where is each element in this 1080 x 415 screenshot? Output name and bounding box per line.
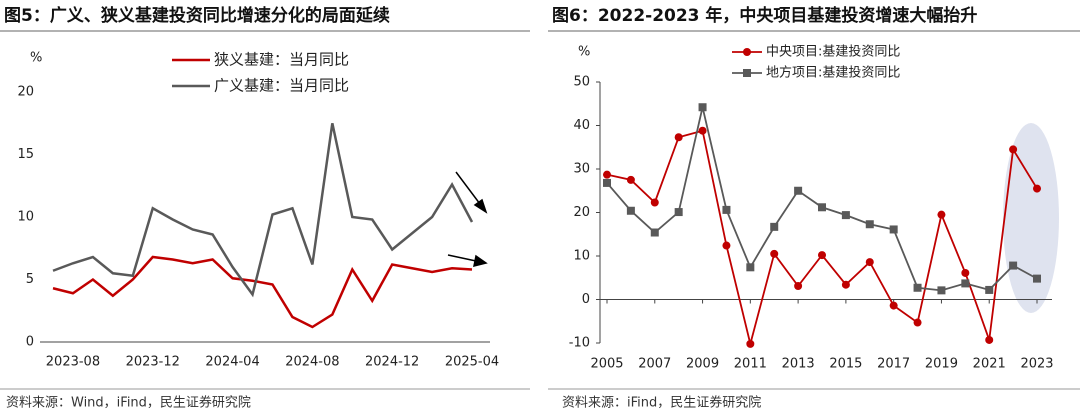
point — [937, 210, 946, 219]
x-tick-label: 2017 — [877, 357, 910, 372]
point — [985, 335, 994, 344]
source: 资料来源：Wind，iFind，民生证券研究院 — [6, 395, 251, 411]
point — [1009, 145, 1018, 154]
point — [746, 263, 755, 272]
point — [770, 222, 779, 231]
point — [1033, 274, 1041, 283]
point — [746, 339, 755, 348]
point — [722, 241, 731, 250]
y-tick-label: 40 — [573, 118, 590, 133]
x-tick-label: 2024-08 — [285, 355, 339, 370]
series-line — [606, 107, 1038, 292]
y-unit: % — [30, 51, 42, 66]
legend-label: 广义基建：当月同比 — [214, 77, 349, 95]
point — [698, 103, 707, 112]
x-tick-label: 2021 — [973, 357, 1006, 372]
point — [841, 280, 850, 289]
x-tick-label: 2025-04 — [445, 355, 499, 370]
y-unit: % — [578, 45, 590, 60]
x-tick-label: 2019 — [925, 357, 958, 372]
point — [794, 282, 803, 291]
x-tick-label: 2015 — [829, 357, 862, 372]
point — [1009, 261, 1018, 270]
point — [674, 133, 683, 142]
point — [913, 318, 922, 327]
point — [650, 228, 659, 237]
series-line — [52, 122, 474, 298]
x-tick-label: 2024-12 — [365, 355, 419, 370]
x-tick-label: 2023-12 — [126, 355, 180, 370]
x-tick-label: 2009 — [686, 357, 719, 372]
point — [722, 205, 731, 214]
trend-arrows — [447, 171, 488, 268]
point — [937, 286, 946, 295]
x-tick-label: 2007 — [638, 357, 671, 372]
point — [1033, 184, 1041, 193]
x-tick-label: 2011 — [734, 357, 767, 372]
point — [794, 186, 803, 195]
legend-label: 中央项目:基建投资同比 — [766, 44, 900, 60]
y-tick-label: 20 — [573, 205, 590, 220]
point — [603, 170, 611, 179]
x-tick-label: 2005 — [590, 357, 623, 372]
point — [865, 258, 874, 267]
series-line — [606, 129, 1038, 345]
y-tick-label: 20 — [17, 85, 34, 100]
series-line — [52, 255, 473, 329]
point — [770, 249, 779, 258]
point — [626, 175, 635, 184]
point — [913, 283, 922, 292]
point — [889, 225, 898, 234]
x-tick-label: 2023-08 — [46, 355, 100, 370]
y-tick-label: 0 — [26, 335, 34, 350]
y-tick-label: 30 — [573, 162, 590, 177]
point — [698, 126, 707, 135]
point — [603, 178, 611, 187]
y-tick-label: 0 — [582, 292, 590, 307]
point — [889, 301, 898, 310]
legend-label: 狭义基建：当月同比 — [214, 51, 349, 69]
chart-title: 图6：2022-2023 年，中央项目基建投资增速大幅抬升 — [552, 5, 977, 26]
legend-marker — [743, 48, 751, 56]
legend-label: 地方项目:基建投资同比 — [766, 65, 900, 81]
point — [818, 251, 826, 260]
x-tick-label: 2013 — [782, 357, 815, 372]
y-tick-label: 10 — [17, 210, 34, 225]
legend-marker — [743, 69, 751, 77]
x-tick-label: 2023 — [1020, 357, 1053, 372]
y-tick-label: 50 — [573, 75, 590, 90]
point — [961, 268, 970, 277]
chart-title: 图5：广义、狭义基建投资同比增速分化的局面延续 — [4, 5, 390, 26]
point — [626, 206, 635, 215]
point — [985, 285, 994, 294]
point — [841, 211, 850, 220]
point — [650, 198, 659, 207]
y-tick-label: 15 — [17, 147, 34, 162]
point — [674, 208, 683, 217]
point — [865, 220, 874, 229]
source: 资料来源：iFind，民生证券研究院 — [562, 395, 761, 411]
point — [961, 279, 970, 288]
y-tick-label: -10 — [569, 336, 590, 351]
y-tick-label: 5 — [26, 272, 34, 287]
point — [818, 203, 826, 212]
x-tick-label: 2024-04 — [205, 355, 259, 370]
y-tick-label: 10 — [573, 249, 590, 264]
